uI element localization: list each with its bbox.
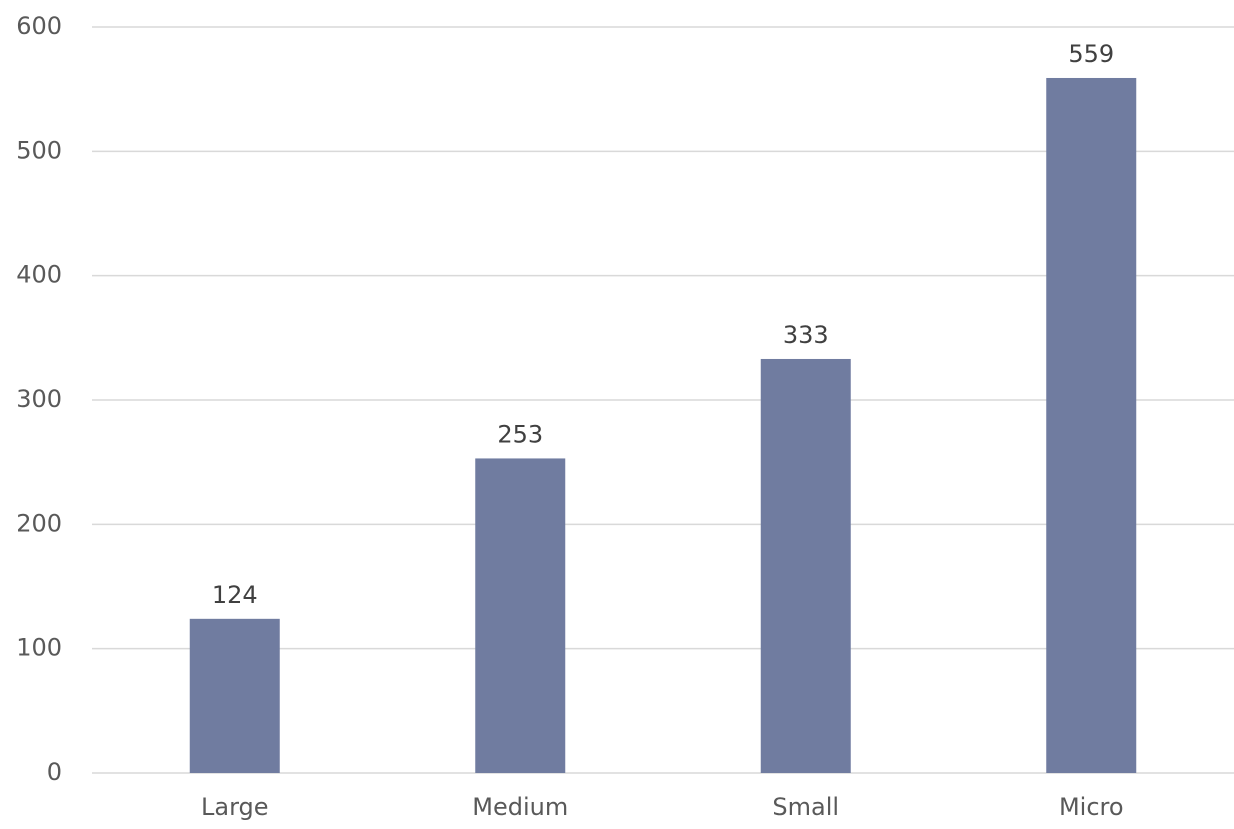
y-tick-label: 100 [16, 634, 62, 662]
x-tick-label-medium: Medium [472, 793, 568, 821]
data-labels: 124 253 333 559 [212, 40, 1114, 609]
bar-micro [1046, 77, 1137, 773]
y-axis: 0 100 200 300 400 500 600 [16, 12, 62, 786]
x-tick-label-micro: Micro [1059, 793, 1124, 821]
data-label-small: 333 [783, 321, 829, 349]
y-tick-label: 500 [16, 136, 62, 164]
bars [189, 77, 1137, 773]
bar-large [189, 618, 280, 773]
y-tick-label: 600 [16, 12, 62, 40]
bar-medium [475, 458, 566, 773]
data-label-micro: 559 [1068, 40, 1114, 68]
data-label-medium: 253 [497, 420, 543, 448]
y-tick-label: 0 [47, 758, 62, 786]
data-label-large: 124 [212, 581, 258, 609]
y-tick-label: 400 [16, 261, 62, 289]
gridlines [92, 26, 1234, 774]
y-tick-label: 200 [16, 509, 62, 537]
x-axis: Large Medium Small Micro [201, 793, 1124, 821]
y-tick-label: 300 [16, 385, 62, 413]
x-tick-label-small: Small [772, 793, 839, 821]
x-tick-label-large: Large [201, 793, 269, 821]
bar-small [760, 358, 851, 773]
